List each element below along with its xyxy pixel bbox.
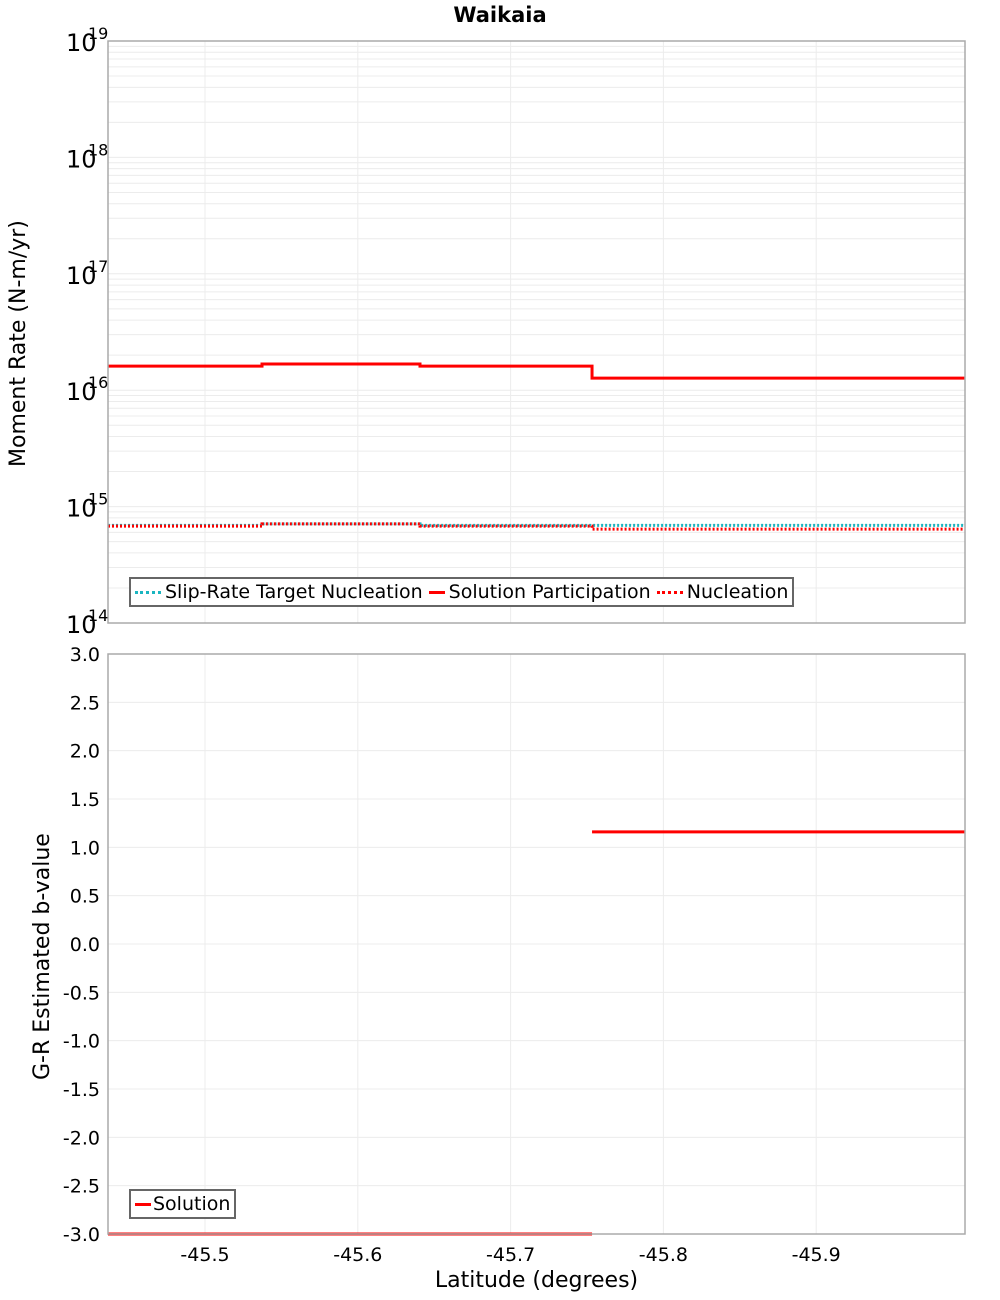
top-y-axis-label: Moment Rate (N-m/yr) [6, 220, 31, 467]
svg-text:16: 16 [88, 373, 108, 392]
svg-text:0.5: 0.5 [70, 886, 100, 908]
bottom-plot-y-ticks: 3.0 2.5 2.0 1.5 1.0 0.5 0.0 -0.5 -1.0 -1.5 -2.0 -2.… [63, 644, 100, 1246]
svg-text:-2.5: -2.5 [63, 1176, 100, 1198]
svg-text:-45.8: -45.8 [639, 1244, 688, 1266]
svg-text:14: 14 [88, 606, 108, 625]
svg-text:-45.6: -45.6 [333, 1244, 382, 1266]
top-plot-grid [108, 41, 965, 623]
svg-text:-45.7: -45.7 [486, 1244, 535, 1266]
svg-text:18: 18 [88, 140, 108, 159]
dotted-line-swatch-icon [657, 591, 683, 594]
legend-label: Nucleation [687, 581, 789, 603]
svg-text:-2.0: -2.0 [63, 1127, 100, 1149]
bottom-plot-grid [108, 654, 965, 1234]
svg-text:1.5: 1.5 [70, 789, 100, 811]
legend-item-solution: Solution [135, 1193, 230, 1215]
svg-text:1.0: 1.0 [70, 837, 100, 859]
svg-text:2.0: 2.0 [70, 741, 100, 763]
top-plot-legend: Slip-Rate Target Nucleation Solution Par… [129, 577, 794, 607]
bottom-plot-series [108, 832, 965, 1234]
top-plot-series [108, 364, 965, 529]
svg-text:-0.5: -0.5 [63, 982, 100, 1004]
bottom-plot-legend: Solution [129, 1189, 236, 1219]
solid-line-swatch-icon [135, 1203, 151, 1206]
legend-label: Solution [153, 1193, 230, 1215]
svg-text:3.0: 3.0 [70, 644, 100, 666]
chart-canvas: 101910181017101610151014 3.0 2.5 2.0 1.5 1.0… [0, 0, 1000, 1300]
svg-text:15: 15 [88, 490, 108, 509]
svg-text:-45.5: -45.5 [180, 1244, 229, 1266]
svg-text:19: 19 [88, 24, 108, 43]
x-axis-label: Latitude (degrees) [0, 1268, 1000, 1293]
svg-text:-1.0: -1.0 [63, 1031, 100, 1053]
svg-text:-45.9: -45.9 [792, 1244, 841, 1266]
bottom-plot-x-ticks: -45.5 -45.6 -45.7 -45.8 -45.9 [180, 1244, 840, 1266]
svg-text:-1.5: -1.5 [63, 1079, 100, 1101]
top-plot-frame [108, 41, 965, 623]
bottom-y-axis-label: G-R Estimated b-value [30, 833, 55, 1080]
top-plot-y-ticks: 101910181017101610151014 [66, 24, 108, 639]
legend-item-slip-rate-target: Slip-Rate Target Nucleation [135, 581, 423, 603]
svg-text:17: 17 [88, 257, 108, 276]
legend-item-solution-participation: Solution Participation [429, 581, 651, 603]
svg-text:-3.0: -3.0 [63, 1224, 100, 1246]
svg-text:0.0: 0.0 [70, 934, 100, 956]
legend-label: Slip-Rate Target Nucleation [165, 581, 423, 603]
dotted-line-swatch-icon [135, 591, 161, 594]
legend-label: Solution Participation [449, 581, 651, 603]
legend-item-nucleation: Nucleation [657, 581, 789, 603]
solid-line-swatch-icon [429, 591, 445, 594]
svg-text:2.5: 2.5 [70, 692, 100, 714]
